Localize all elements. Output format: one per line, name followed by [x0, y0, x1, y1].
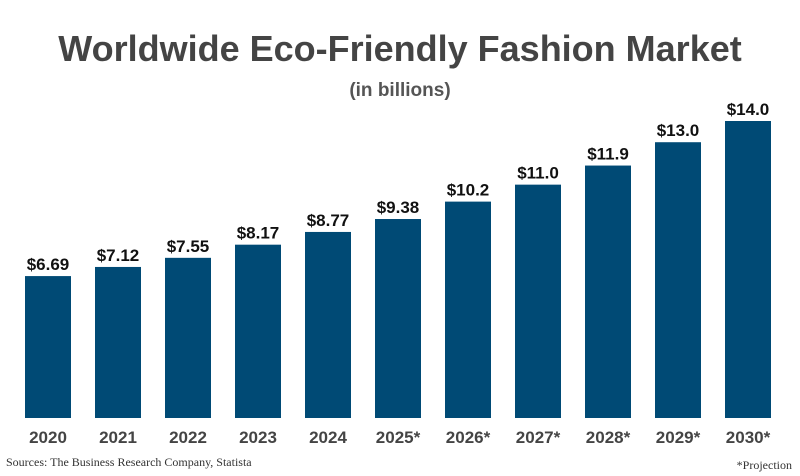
x-tick-label: 2025* — [376, 428, 421, 447]
data-label: $13.0 — [657, 121, 700, 140]
chart-title: Worldwide Eco-Friendly Fashion Market — [58, 28, 742, 69]
bar-2024 — [305, 231, 351, 418]
x-tick-label: 2027* — [516, 428, 561, 447]
x-tick-label: 2026* — [446, 428, 491, 447]
x-tick-label: 2024 — [309, 428, 347, 447]
x-tick-label: 2022 — [169, 428, 207, 447]
data-label: $11.0 — [517, 164, 559, 183]
data-label: $14.0 — [727, 100, 770, 119]
bar-2022 — [165, 257, 211, 418]
data-label: $8.77 — [307, 211, 350, 230]
bar-2026* — [445, 201, 491, 418]
bar-2030* — [725, 121, 771, 418]
data-label: $8.17 — [237, 224, 280, 243]
x-tick-label: 2028* — [586, 428, 631, 447]
x-tick-label: 2023 — [239, 428, 277, 447]
bar-2025* — [375, 219, 421, 418]
bar-2028* — [585, 165, 631, 418]
data-label: $7.12 — [97, 246, 140, 265]
chart-subtitle: (in billions) — [349, 80, 451, 101]
data-label: $11.9 — [587, 145, 629, 164]
data-label: $6.69 — [27, 255, 70, 274]
bar-2021 — [95, 266, 141, 418]
x-tick-label: 2020 — [29, 428, 67, 447]
bar-2029* — [655, 142, 701, 418]
bar-2020 — [25, 276, 71, 418]
source-note: Sources: The Business Research Company, … — [6, 455, 252, 469]
x-tick-label: 2029* — [656, 428, 701, 447]
bar-2027* — [515, 184, 561, 418]
data-label: $7.55 — [167, 237, 210, 256]
x-tick-label: 2030* — [726, 428, 771, 447]
data-label: $9.38 — [377, 198, 420, 217]
projection-note: *Projection — [736, 458, 792, 472]
bar-2023 — [235, 244, 281, 418]
x-tick-label: 2021 — [99, 428, 137, 447]
data-label: $10.2 — [447, 181, 490, 200]
